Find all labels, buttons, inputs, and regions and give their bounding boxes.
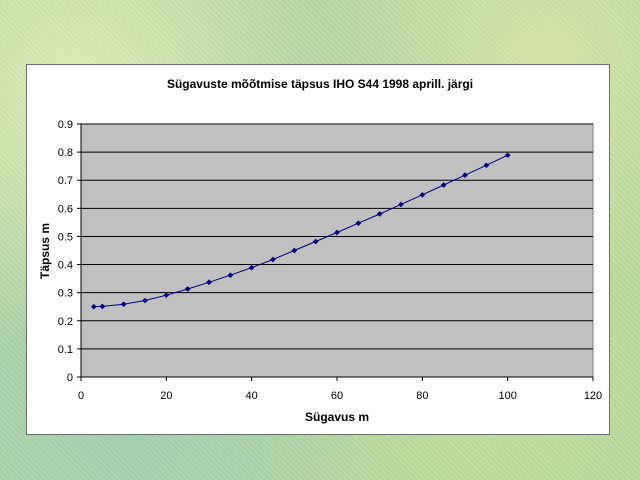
y-tick-label: 0.9 [58, 119, 73, 131]
data-point-marker [227, 272, 234, 279]
y-tick-label: 0.4 [58, 260, 73, 272]
x-tick-label: 0 [78, 390, 84, 402]
chart-svg: Sügavuste mõõtmise täpsus IHO S44 1998 a… [38, 77, 602, 424]
x-tick-label: 100 [498, 390, 516, 402]
y-tick-label: 0.5 [58, 231, 73, 243]
y-tick-label: 0 [67, 372, 73, 384]
plot-area [80, 123, 594, 378]
data-point-marker [483, 162, 490, 169]
data-point-marker [334, 229, 340, 236]
y-axis-ticks: 0 0.1 0.2 0.3 0.4 0.5 0.6 0.7 0.8 0.9 [58, 119, 81, 384]
x-tick-label: 120 [584, 390, 602, 402]
data-point-marker [120, 301, 127, 308]
data-point-marker [312, 238, 319, 245]
y-tick-label: 0.8 [58, 147, 73, 159]
data-point-marker [291, 247, 298, 254]
data-point-marker [248, 264, 255, 271]
y-tick-label: 0.3 [58, 288, 73, 300]
x-tick-label: 80 [416, 390, 428, 402]
data-point-marker [376, 211, 383, 217]
x-tick-label: 60 [331, 390, 343, 402]
data-point-marker [163, 292, 170, 299]
data-point-marker [206, 279, 212, 286]
data-point-marker [419, 191, 426, 198]
x-tick-label: 20 [160, 390, 172, 402]
y-axis-title: Täpsus m [38, 223, 52, 279]
data-point-marker [355, 220, 362, 227]
data-point-marker [142, 297, 148, 304]
x-tick-label: 40 [246, 390, 258, 402]
series-group [90, 152, 511, 310]
y-tick-label: 0.7 [58, 175, 73, 187]
chart-panel: Sügavuste mõõtmise täpsus IHO S44 1998 a… [26, 64, 610, 435]
data-point-marker [184, 286, 191, 292]
data-point-marker [398, 201, 404, 208]
x-axis-title: Sügavus m [305, 410, 369, 424]
y-tick-label: 0.2 [58, 316, 73, 328]
data-point-marker [270, 256, 276, 263]
data-point-marker [99, 303, 106, 310]
y-tick-label: 0.1 [58, 344, 73, 356]
data-point-marker [504, 152, 511, 159]
chart-title: Sügavuste mõõtmise täpsus IHO S44 1998 a… [167, 77, 473, 91]
data-point-marker [462, 172, 468, 179]
data-point-marker [440, 182, 447, 188]
data-point-marker [90, 303, 97, 310]
x-axis-ticks: 0 20 40 60 80 100 120 [78, 377, 602, 402]
y-tick-label: 0.6 [58, 203, 73, 215]
